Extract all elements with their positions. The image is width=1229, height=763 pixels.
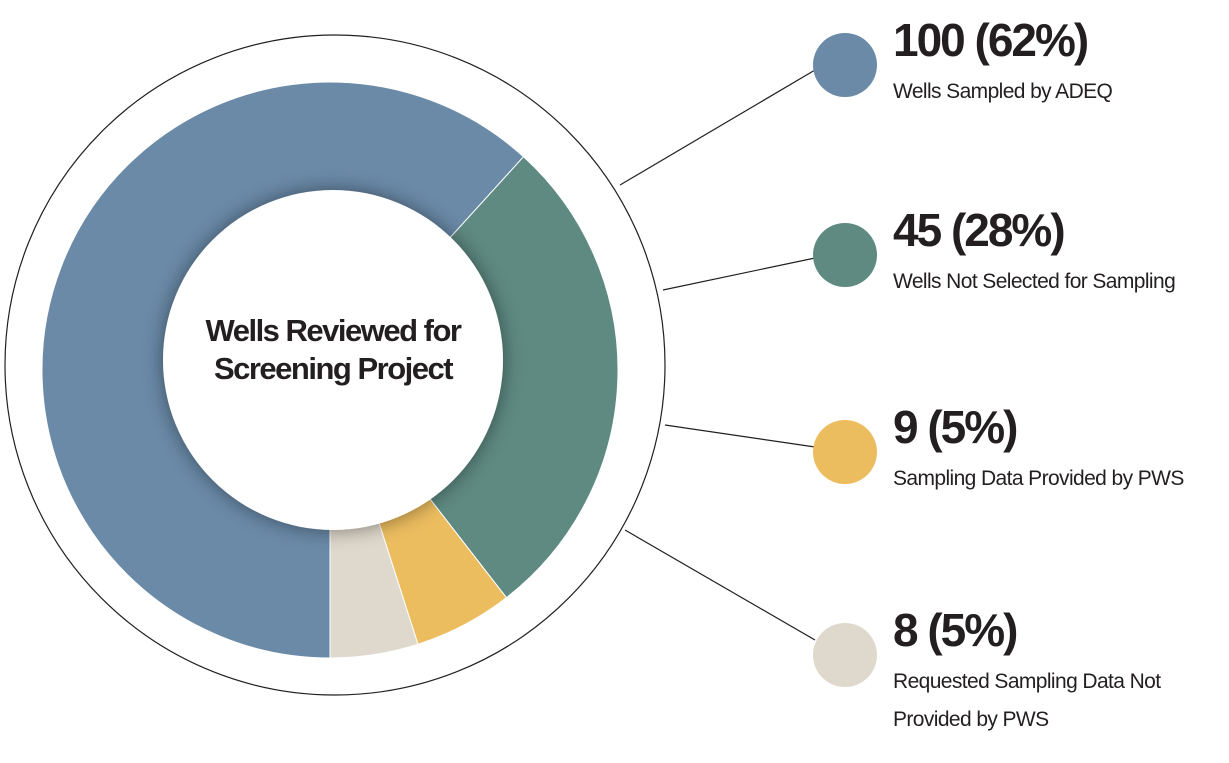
value-label: 100 (62%) bbox=[893, 14, 1089, 66]
connector bbox=[664, 424, 816, 448]
connector bbox=[624, 529, 816, 641]
connector bbox=[619, 69, 816, 186]
legend-marker bbox=[813, 420, 877, 484]
value-label: 9 (5%) bbox=[893, 401, 1018, 453]
legend-label: Wells Not Selected for Sampling bbox=[893, 270, 1176, 293]
legend-marker bbox=[813, 623, 877, 687]
outer-ring bbox=[4, 34, 666, 696]
donut-hole bbox=[163, 190, 503, 530]
legend-label: Sampling Data Provided by PWS bbox=[893, 467, 1184, 490]
value-label: 45 (28%) bbox=[893, 204, 1066, 256]
legend-markers bbox=[813, 33, 877, 687]
value-label: 8 (5%) bbox=[893, 604, 1018, 656]
chart-title: Wells Reviewed for Screening Project bbox=[205, 313, 462, 386]
legend-label: Requested Sampling Data Not Provided by … bbox=[893, 670, 1161, 731]
connector bbox=[662, 257, 816, 291]
legend-marker bbox=[813, 33, 877, 97]
legend-marker bbox=[813, 223, 877, 287]
legend-label: Wells Sampled by ADEQ bbox=[893, 80, 1113, 103]
